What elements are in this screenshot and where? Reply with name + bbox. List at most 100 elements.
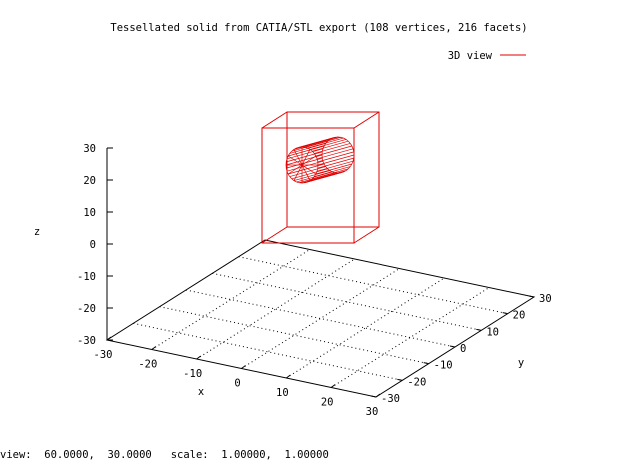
bbox-front	[261, 127, 355, 244]
grid-line-y	[133, 322, 403, 381]
legend: 3D view	[448, 50, 526, 62]
y-tick-label: 20	[513, 310, 526, 322]
solid-facet-edge	[286, 148, 324, 160]
legend-label: 3D view	[448, 50, 493, 62]
y-axis-ticks: -30 -20 -10 0 10 20 30	[370, 293, 552, 405]
solid-face-spoke	[287, 164, 303, 175]
y-tick-label: -30	[381, 393, 400, 405]
y-tick-mark	[502, 312, 508, 315]
y-tick-label: -20	[407, 376, 426, 388]
solid-facet-edge	[312, 140, 349, 152]
x-tick-label: 20	[321, 397, 334, 409]
solid-face-spoke	[301, 164, 317, 175]
grid-line-y	[185, 289, 456, 348]
x-tick-mark	[375, 393, 381, 398]
y-tick-mark	[449, 345, 456, 348]
solid-facet-edge	[289, 143, 326, 154]
solid-facet-edge	[288, 163, 325, 175]
scale-values: 1.00000, 1.00000	[221, 449, 329, 461]
x-tick-label: -30	[94, 349, 113, 361]
solid-facet-edge	[286, 157, 323, 169]
z-tick-label: -20	[77, 303, 96, 315]
y-axis-label: y	[518, 357, 524, 369]
solid-face-spoke	[301, 149, 311, 166]
z-tick-label: 30	[83, 143, 96, 155]
x-tick-mark	[106, 336, 112, 341]
solid-facet-edge	[285, 154, 323, 166]
status-line: view: 60.0000, 30.0000 scale: 1.00000, 1…	[0, 449, 329, 461]
bbox-edge-tr	[353, 111, 380, 129]
z-tick-label: 0	[90, 239, 96, 251]
x-tick-mark	[151, 346, 157, 350]
x-axis-ticks: -30 -20 -10 0 10 20 30	[94, 336, 381, 418]
solid-facet-edge	[286, 160, 324, 172]
solid-facet-edge	[316, 160, 354, 172]
x-tick-mark	[241, 365, 246, 369]
x-tick-label: 30	[366, 406, 379, 418]
grid-line-x	[286, 277, 445, 379]
y-tick-mark	[528, 295, 535, 298]
solid-facet-edge	[299, 172, 336, 184]
z-axis: -30 -20 -10 0 10 20 30 z	[34, 143, 113, 347]
solid-facet-edge	[301, 172, 339, 184]
solid-facet-edge	[296, 171, 333, 183]
view-label: view:	[0, 449, 32, 461]
solid-facet-edge	[309, 139, 347, 150]
z-tick-label: 20	[83, 175, 96, 187]
x-tick-label: -10	[183, 368, 202, 380]
tessellated-solid	[285, 136, 355, 184]
floor-border	[105, 239, 536, 398]
solid-facet-edge	[304, 136, 341, 148]
x-tick-mark	[286, 374, 291, 379]
y-tick-label: 30	[539, 293, 552, 305]
solid-facet-edge	[317, 151, 354, 163]
solid-facet-edge	[289, 166, 326, 177]
y-tick-mark	[370, 395, 377, 398]
solid-facet-edge	[304, 172, 341, 184]
x-axis-label: x	[198, 386, 204, 398]
solid-facet-edge	[286, 151, 323, 163]
solid-facet-edge	[307, 137, 344, 149]
solid-facet-edge	[315, 145, 352, 157]
y-tick-mark	[397, 378, 403, 381]
bbox-edge-bl	[261, 226, 288, 244]
z-tick-label: -30	[77, 335, 96, 347]
y-tick-mark	[423, 362, 429, 365]
solid-face-spoke	[293, 149, 303, 166]
z-tick-label: -10	[77, 271, 96, 283]
grid-line-x	[241, 268, 400, 369]
grid-line-x	[151, 249, 311, 350]
solid-bounding-box	[261, 111, 380, 244]
solid-facet-edge	[293, 170, 331, 181]
y-tick-label: -10	[434, 360, 453, 372]
grid-line-x	[330, 287, 490, 388]
solid-facet-edge	[316, 148, 354, 160]
x-tick-mark	[330, 384, 336, 388]
y-tick-label: 0	[460, 343, 466, 355]
z-tick-label: 10	[83, 207, 96, 219]
solid-facet-edge	[291, 168, 328, 180]
solid-facet-edge	[314, 166, 351, 177]
x-tick-label: 0	[234, 378, 240, 390]
plot-title: Tessellated solid from CATIA/STL export …	[110, 22, 527, 34]
bbox-edge-tl	[261, 111, 288, 129]
solid-face-spoke	[287, 155, 303, 166]
scale-label: scale:	[170, 449, 209, 461]
solid-facet-edge	[317, 157, 354, 169]
solid-face-spoke	[293, 164, 303, 181]
solid-facet-edge	[301, 136, 339, 148]
x-tick-label: 10	[276, 387, 289, 399]
bbox-back	[286, 111, 380, 228]
solid-facet-edge	[314, 143, 351, 154]
solid-facet-edge	[315, 163, 352, 175]
x-tick-label: -20	[138, 359, 157, 371]
solid-facet-edge	[317, 154, 355, 166]
y-tick-mark	[476, 328, 482, 331]
x-tick-mark	[196, 355, 201, 360]
y-tick-label: 10	[486, 326, 499, 338]
floor-grid	[105, 239, 536, 398]
bbox-edge-br	[353, 226, 380, 244]
view-values: 60.0000, 30.0000	[44, 449, 152, 461]
grid-line-y	[159, 306, 429, 365]
